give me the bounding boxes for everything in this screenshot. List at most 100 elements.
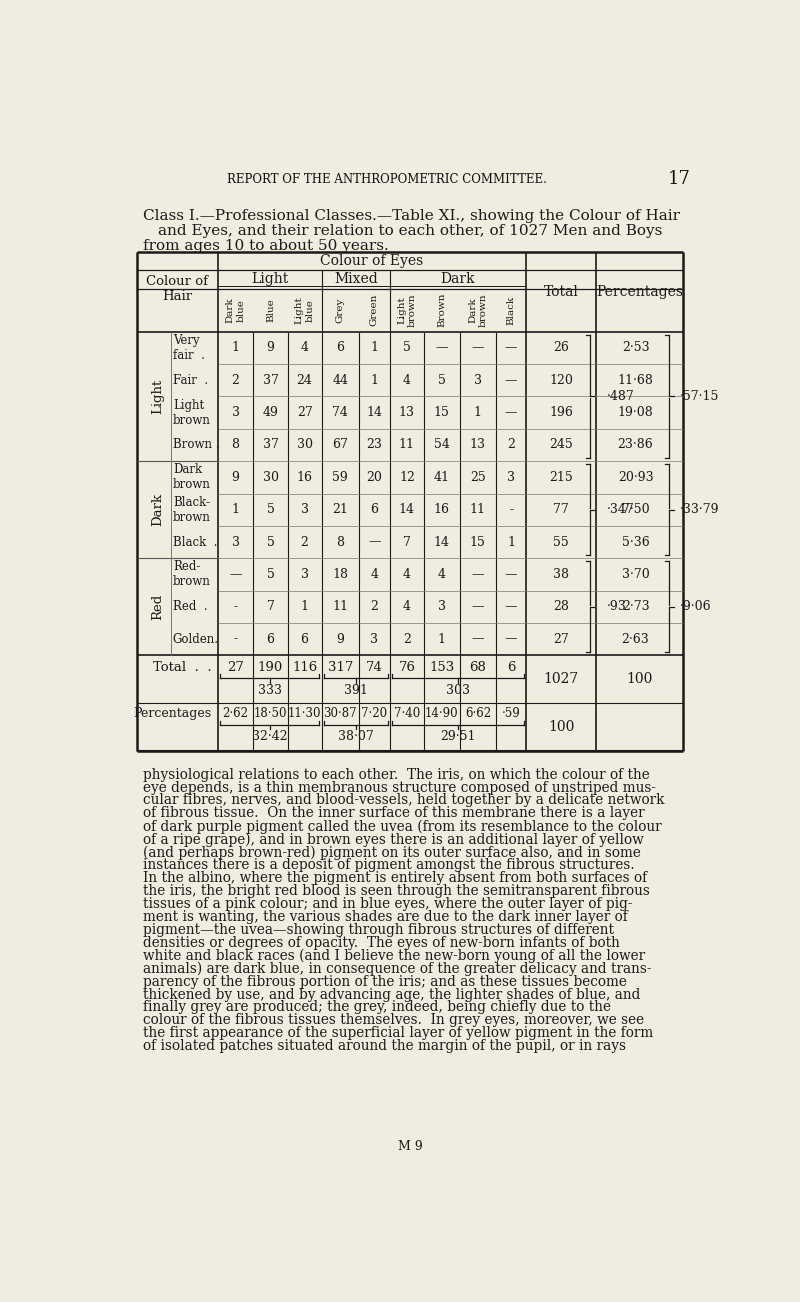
Text: 1: 1 bbox=[301, 600, 309, 613]
Text: 55: 55 bbox=[554, 535, 569, 548]
Text: 3·70: 3·70 bbox=[622, 568, 650, 581]
Text: 1: 1 bbox=[370, 341, 378, 354]
Text: 23: 23 bbox=[366, 439, 382, 452]
Text: 14: 14 bbox=[399, 503, 415, 516]
Text: 26: 26 bbox=[553, 341, 569, 354]
Text: 100: 100 bbox=[626, 672, 653, 686]
Text: 74: 74 bbox=[332, 406, 348, 419]
Text: 3: 3 bbox=[301, 503, 309, 516]
Text: ·57·15: ·57·15 bbox=[680, 391, 719, 404]
Text: 29·51: 29·51 bbox=[440, 730, 476, 743]
Text: ·347: ·347 bbox=[607, 503, 634, 516]
Text: Black: Black bbox=[506, 296, 516, 324]
Text: 7·20: 7·20 bbox=[362, 707, 387, 720]
Text: 11: 11 bbox=[332, 600, 348, 613]
Text: 37: 37 bbox=[262, 374, 278, 387]
Text: 6: 6 bbox=[266, 633, 274, 646]
Text: 153: 153 bbox=[429, 661, 454, 674]
Text: Dark
brown: Dark brown bbox=[173, 464, 210, 491]
Text: 3: 3 bbox=[301, 568, 309, 581]
Text: tissues of a pink colour; and in blue eyes, where the outer layer of pig-: tissues of a pink colour; and in blue ey… bbox=[142, 897, 632, 911]
Text: 7·50: 7·50 bbox=[622, 503, 650, 516]
Text: 16: 16 bbox=[297, 471, 313, 484]
Text: Very
fair  .: Very fair . bbox=[173, 335, 205, 362]
Text: ·59: ·59 bbox=[502, 707, 521, 720]
Text: 27: 27 bbox=[227, 661, 244, 674]
Text: 38·07: 38·07 bbox=[338, 730, 374, 743]
Text: and Eyes, and their relation to each other, of 1027 Men and Boys: and Eyes, and their relation to each oth… bbox=[158, 224, 662, 238]
Text: Red: Red bbox=[152, 594, 165, 620]
Text: 9: 9 bbox=[232, 471, 239, 484]
Text: eye depends, is a thin membranous structure composed of unstriped mus-: eye depends, is a thin membranous struct… bbox=[142, 781, 656, 794]
Text: —: — bbox=[505, 341, 518, 354]
Text: parency of the fibrous portion of the iris; and as these tissues become: parency of the fibrous portion of the ir… bbox=[142, 975, 626, 988]
Text: 6: 6 bbox=[301, 633, 309, 646]
Text: 4: 4 bbox=[403, 374, 411, 387]
Text: 2: 2 bbox=[370, 600, 378, 613]
Text: 17: 17 bbox=[668, 171, 690, 189]
Text: 23·86: 23·86 bbox=[618, 439, 654, 452]
Text: 4: 4 bbox=[403, 600, 411, 613]
Text: 11: 11 bbox=[399, 439, 415, 452]
Text: 8: 8 bbox=[336, 535, 344, 548]
Text: 6·62: 6·62 bbox=[465, 707, 491, 720]
Text: 6: 6 bbox=[336, 341, 344, 354]
Text: 11·30: 11·30 bbox=[288, 707, 322, 720]
Text: instances there is a deposit of pigment amongst the fibrous structures.: instances there is a deposit of pigment … bbox=[142, 858, 634, 872]
Text: In the albino, where the pigment is entirely absent from both surfaces of: In the albino, where the pigment is enti… bbox=[142, 871, 646, 885]
Text: REPORT OF THE ANTHROPOMETRIC COMMITTEE.: REPORT OF THE ANTHROPOMETRIC COMMITTEE. bbox=[227, 173, 546, 186]
Text: 1: 1 bbox=[474, 406, 482, 419]
Text: Green: Green bbox=[370, 294, 379, 327]
Text: Golden.: Golden. bbox=[173, 633, 219, 646]
Text: 20: 20 bbox=[366, 471, 382, 484]
Text: Black  .: Black . bbox=[173, 535, 218, 548]
Text: 2·62: 2·62 bbox=[222, 707, 249, 720]
Text: 215: 215 bbox=[550, 471, 573, 484]
Text: Blue: Blue bbox=[266, 298, 275, 322]
Text: 5: 5 bbox=[403, 341, 411, 354]
Text: the iris, the bright red blood is seen through the semitransparent fibrous: the iris, the bright red blood is seen t… bbox=[142, 884, 650, 898]
Text: 27: 27 bbox=[297, 406, 313, 419]
Text: 14: 14 bbox=[366, 406, 382, 419]
Text: 27: 27 bbox=[554, 633, 569, 646]
Text: Red  .: Red . bbox=[173, 600, 207, 613]
Text: 4: 4 bbox=[438, 568, 446, 581]
Text: 13: 13 bbox=[470, 439, 486, 452]
Text: ment is wanting, the various shades are due to the dark inner layer of: ment is wanting, the various shades are … bbox=[142, 910, 627, 924]
Text: the first appearance of the superficial layer of yellow pigment in the form: the first appearance of the superficial … bbox=[142, 1026, 653, 1040]
Text: 44: 44 bbox=[332, 374, 348, 387]
Text: -: - bbox=[509, 503, 514, 516]
Text: 100: 100 bbox=[548, 720, 574, 734]
Text: ·33·79: ·33·79 bbox=[680, 503, 719, 516]
Text: 5: 5 bbox=[438, 374, 446, 387]
Text: 7·40: 7·40 bbox=[394, 707, 420, 720]
Text: 76: 76 bbox=[398, 661, 415, 674]
Text: 391: 391 bbox=[344, 684, 368, 697]
Text: 333: 333 bbox=[258, 684, 282, 697]
Text: 24: 24 bbox=[297, 374, 313, 387]
Text: 5·36: 5·36 bbox=[622, 535, 650, 548]
Text: 6: 6 bbox=[370, 503, 378, 516]
Text: 54: 54 bbox=[434, 439, 450, 452]
Text: —: — bbox=[230, 568, 242, 581]
Text: of isolated patches situated around the margin of the pupil, or in rays: of isolated patches situated around the … bbox=[142, 1039, 626, 1053]
Text: 20·93: 20·93 bbox=[618, 471, 654, 484]
Text: Percentages: Percentages bbox=[134, 707, 211, 720]
Text: —: — bbox=[471, 600, 484, 613]
Text: 67: 67 bbox=[332, 439, 348, 452]
Text: densities or degrees of opacity.  The eyes of new-born infants of both: densities or degrees of opacity. The eye… bbox=[142, 936, 619, 949]
Text: 196: 196 bbox=[549, 406, 573, 419]
Text: 11: 11 bbox=[470, 503, 486, 516]
Text: 49: 49 bbox=[262, 406, 278, 419]
Text: —: — bbox=[505, 633, 518, 646]
Text: finally grey are produced; the grey, indeed, being chiefly due to the: finally grey are produced; the grey, ind… bbox=[142, 1000, 610, 1014]
Text: —: — bbox=[471, 341, 484, 354]
Text: Mixed: Mixed bbox=[334, 272, 378, 286]
Text: (and perhaps brown-red) pigment on its outer surface also, and in some: (and perhaps brown-red) pigment on its o… bbox=[142, 845, 641, 859]
Text: 68: 68 bbox=[470, 661, 486, 674]
Text: 37: 37 bbox=[262, 439, 278, 452]
Text: 30: 30 bbox=[262, 471, 278, 484]
Text: 2: 2 bbox=[301, 535, 309, 548]
Text: 30: 30 bbox=[297, 439, 313, 452]
Text: Grey: Grey bbox=[336, 298, 345, 323]
